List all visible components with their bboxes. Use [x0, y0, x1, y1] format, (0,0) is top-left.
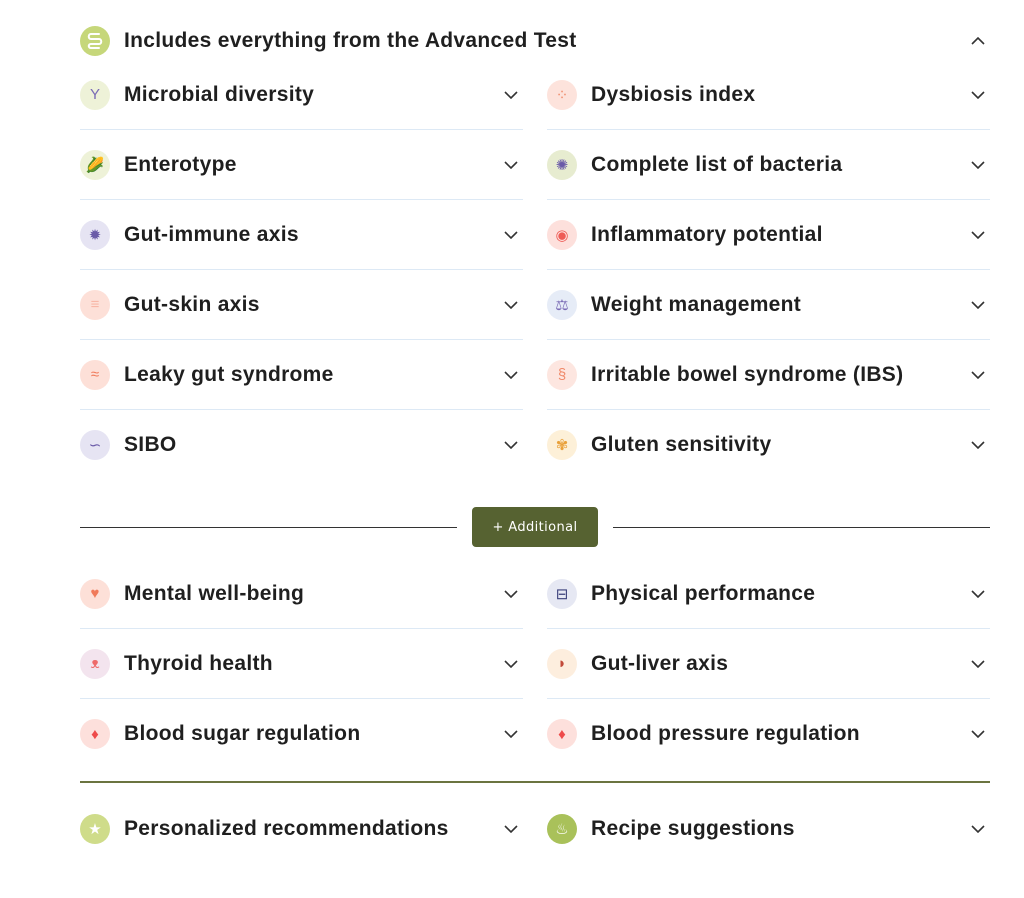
- accordion-item[interactable]: ≡ Gut-skin axis: [80, 270, 523, 340]
- item-label: Gut-liver axis: [591, 651, 729, 675]
- additional-items-grid: ♥ Mental well-being ⊟ Physical performance ᴥ…: [80, 559, 990, 769]
- dumbbell-icon: ⊟: [547, 578, 577, 609]
- accordion-item[interactable]: ♦ Blood pressure regulation: [547, 699, 990, 769]
- divider-left: [80, 527, 457, 528]
- item-label: Thyroid health: [124, 651, 273, 675]
- accordion-item[interactable]: ⚖ Weight management: [547, 270, 990, 340]
- item-label: Weight management: [591, 292, 802, 316]
- accordion-item[interactable]: ♦ Blood sugar regulation: [80, 699, 523, 769]
- divider-right: [613, 527, 990, 528]
- blood-drop-sugar-icon: ♦: [80, 719, 110, 749]
- intestine-icon: [80, 26, 110, 56]
- chevron-down-icon[interactable]: [968, 659, 988, 668]
- chevron-down-icon[interactable]: [501, 300, 521, 309]
- small-intestine-icon: ∽: [80, 430, 110, 460]
- accordion-item[interactable]: ≈ Leaky gut syndrome: [80, 340, 523, 410]
- accordion-item[interactable]: ◉ Inflammatory potential: [547, 200, 990, 270]
- chevron-down-icon[interactable]: [968, 441, 988, 449]
- chevron-down-icon[interactable]: [501, 230, 521, 239]
- chevron-down-icon[interactable]: [501, 370, 521, 379]
- item-label: Physical performance: [591, 581, 816, 605]
- accordion-item[interactable]: Y Microbial diversity: [80, 60, 523, 130]
- chevron-down-icon[interactable]: [968, 589, 988, 598]
- advanced-items-grid: Y Microbial diversity ⁘ Dysbiosis index 🌽 Ent…: [80, 60, 990, 480]
- wheat-icon: ✾: [547, 430, 577, 460]
- bacteria-dots-icon: ⁘: [547, 79, 577, 110]
- blood-drop-pulse-icon: ♦: [547, 719, 577, 749]
- advanced-test-header[interactable]: Includes everything from the Advanced Te…: [80, 22, 990, 60]
- item-label: Irritable bowel syndrome (IBS): [591, 362, 904, 386]
- chevron-down-icon[interactable]: [501, 90, 521, 99]
- accordion-item[interactable]: 🌽 Enterotype: [80, 130, 523, 200]
- item-label: Gut-skin axis: [124, 292, 260, 316]
- chevron-up-icon[interactable]: [968, 37, 988, 45]
- item-label: Inflammatory potential: [591, 222, 823, 246]
- accordion-item[interactable]: ★ Personalized recommendations: [80, 794, 523, 864]
- chevron-down-icon[interactable]: [968, 160, 988, 169]
- item-label: Gluten sensitivity: [591, 433, 772, 456]
- item-label: Microbial diversity: [124, 82, 315, 106]
- corn-icon: 🌽: [80, 149, 110, 180]
- item-label: Recipe suggestions: [591, 817, 795, 840]
- additional-button[interactable]: + Additional: [472, 507, 598, 547]
- item-label: Dysbiosis index: [591, 82, 756, 106]
- accordion-item[interactable]: ⊟ Physical performance: [547, 559, 990, 629]
- item-label: Mental well-being: [124, 581, 305, 605]
- bowel-icon: §: [547, 359, 577, 390]
- item-label: Enterotype: [124, 152, 237, 176]
- item-label: SIBO: [124, 433, 177, 456]
- inflammation-icon: ◉: [547, 219, 577, 250]
- accordion-item[interactable]: ✾ Gluten sensitivity: [547, 410, 990, 480]
- accordion-item[interactable]: ⁘ Dysbiosis index: [547, 60, 990, 130]
- chevron-down-icon[interactable]: [501, 659, 521, 668]
- chevron-down-icon[interactable]: [501, 441, 521, 449]
- chevron-down-icon[interactable]: [501, 825, 521, 833]
- accordion-item[interactable]: § Irritable bowel syndrome (IBS): [547, 340, 990, 410]
- chevron-down-icon[interactable]: [968, 300, 988, 309]
- chevron-down-icon[interactable]: [968, 370, 988, 379]
- item-label: Complete list of bacteria: [591, 152, 843, 176]
- item-label: Blood sugar regulation: [124, 722, 361, 745]
- thyroid-icon: ᴥ: [80, 648, 110, 679]
- accordion-item[interactable]: ♨ Recipe suggestions: [547, 794, 990, 864]
- liver-icon: ◗: [547, 648, 577, 679]
- head-heart-icon: ♥: [80, 578, 110, 609]
- additional-separator: + Additional: [80, 507, 990, 547]
- virus-icon: ✹: [80, 219, 110, 250]
- star-badge-icon: ★: [80, 814, 110, 844]
- accordion-item[interactable]: ✹ Gut-immune axis: [80, 200, 523, 270]
- chevron-down-icon[interactable]: [968, 730, 988, 738]
- scale-icon: ⚖: [547, 289, 577, 320]
- item-label: Gut-immune axis: [124, 222, 299, 246]
- section-divider: [80, 781, 990, 783]
- bottom-items-grid: ★ Personalized recommendations ♨ Recipe sug…: [80, 794, 990, 864]
- chef-hat-icon: ♨: [547, 814, 577, 844]
- leaky-gut-icon: ≈: [80, 359, 110, 390]
- accordion-item[interactable]: ᴥ Thyroid health: [80, 629, 523, 699]
- chevron-down-icon[interactable]: [501, 160, 521, 169]
- item-label: Leaky gut syndrome: [124, 362, 334, 386]
- header-label: Includes everything from the Advanced Te…: [124, 29, 577, 52]
- chevron-down-icon[interactable]: [968, 230, 988, 239]
- skin-layers-icon: ≡: [80, 289, 110, 320]
- bacteria-mix-icon: Y: [80, 79, 110, 110]
- item-label: Blood pressure regulation: [591, 722, 860, 745]
- bacterium-icon: ✺: [547, 149, 577, 180]
- chevron-down-icon[interactable]: [968, 90, 988, 99]
- accordion-item[interactable]: ∽ SIBO: [80, 410, 523, 480]
- accordion-item[interactable]: ✺ Complete list of bacteria: [547, 130, 990, 200]
- chevron-down-icon[interactable]: [501, 730, 521, 738]
- accordion-item[interactable]: ♥ Mental well-being: [80, 559, 523, 629]
- accordion-item[interactable]: ◗ Gut-liver axis: [547, 629, 990, 699]
- item-label: Personalized recommendations: [124, 817, 449, 840]
- chevron-down-icon[interactable]: [501, 589, 521, 598]
- chevron-down-icon[interactable]: [968, 825, 988, 833]
